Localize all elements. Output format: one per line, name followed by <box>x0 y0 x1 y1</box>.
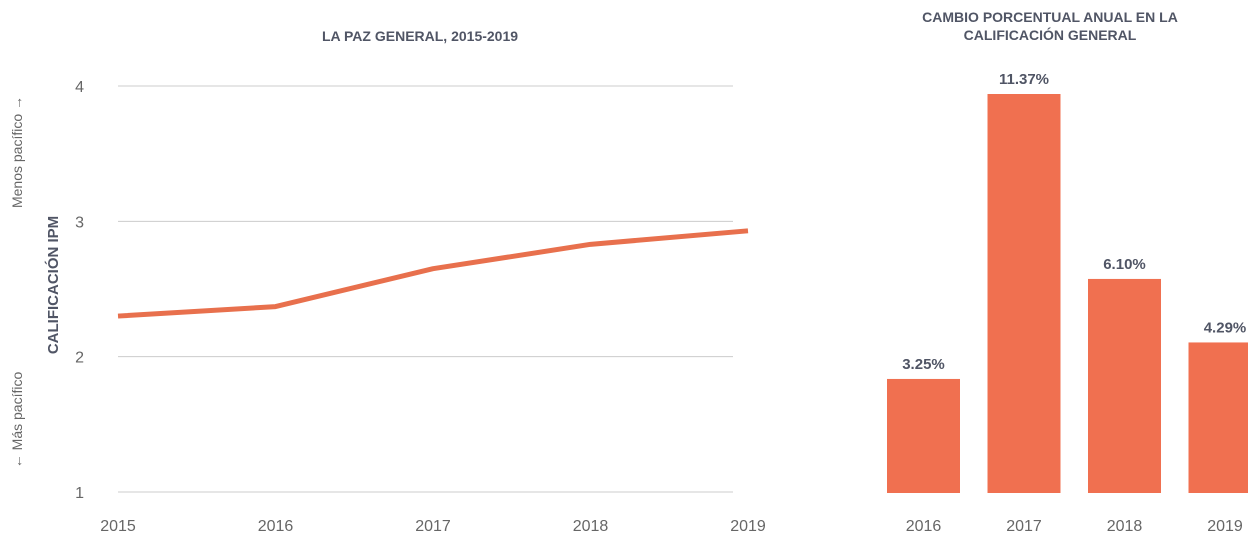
y-tick-label: 4 <box>75 79 84 96</box>
x-tick-label: 2019 <box>730 518 766 535</box>
bar-value-label: 6.10% <box>1103 256 1146 273</box>
y-tick-label: 3 <box>75 214 84 231</box>
line-chart: 1 2 3 4 2015 2016 2017 2018 2019 <box>75 79 766 535</box>
x-tick-label: 2017 <box>415 518 451 535</box>
bar-chart: 3.25% 2016 11.37% 2017 6.10% 2018 4.29% 2019 <box>887 71 1248 535</box>
bar-2019 <box>1188 342 1248 493</box>
bar-2017 <box>987 94 1061 493</box>
x-tick-label: 2018 <box>573 518 609 535</box>
bar-value-label: 3.25% <box>902 356 945 373</box>
bar-2018 <box>1088 278 1161 493</box>
x-tick-label: 2016 <box>258 518 294 535</box>
y-axis-labels: Menos pacífico → ← Más pacífico CALIFICA… <box>9 96 62 468</box>
bar-value-label: 11.37% <box>999 71 1049 88</box>
bar-2016 <box>887 378 960 493</box>
ylabel-main: CALIFICACIÓN IPM <box>44 216 62 354</box>
x-tick-label: 2019 <box>1207 518 1243 535</box>
ylabel-top-text: Menos pacífico → <box>9 96 25 208</box>
y-tick-label: 2 <box>75 350 84 367</box>
bar-value-label: 4.29% <box>1204 319 1247 336</box>
y-tick-label: 1 <box>75 485 84 502</box>
x-tick-label: 2018 <box>1107 518 1143 535</box>
x-tick-label: 2016 <box>906 518 942 535</box>
series-line <box>117 228 749 319</box>
x-tick-label: 2017 <box>1006 518 1042 535</box>
line-chart-title: LA PAZ GENERAL, 2015-2019 <box>321 28 519 44</box>
ylabel-bottom-text: ← Más pacífico <box>9 372 25 469</box>
bar-chart-title: CAMBIO PORCENTUAL ANUAL EN LA CALIFICACI… <box>922 9 1178 43</box>
x-tick-label: 2015 <box>100 518 136 535</box>
